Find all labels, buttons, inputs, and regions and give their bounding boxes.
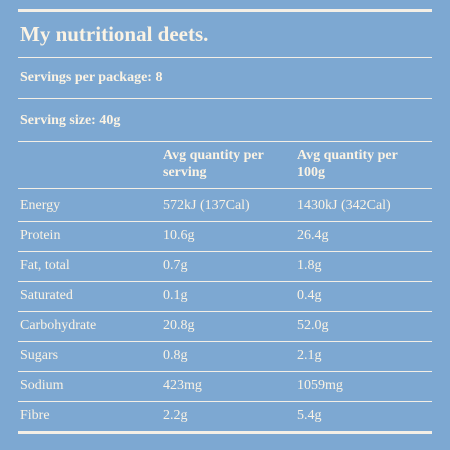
per-100g-value: 1.8g [297,258,322,273]
per-serving-value: 0.7g [163,258,188,273]
divider [18,431,432,434]
divider [18,341,432,342]
column-header: Avg quantity per 100g [297,148,398,180]
divider [18,9,432,12]
nutrient-name: Carbohydrate [20,318,97,333]
divider [18,281,432,282]
per-serving-value: 20.8g [163,318,195,333]
nutrient-name: Sodium [20,378,64,393]
per-100g-value: 26.4g [297,228,329,243]
divider [18,401,432,402]
nutrient-name: Protein [20,228,61,243]
nutrient-name: Fibre [20,408,50,423]
per-100g-value: 0.4g [297,288,322,303]
divider [18,57,432,58]
divider [18,311,432,312]
divider [18,141,432,142]
per-serving-value: 0.8g [163,348,188,363]
nutrient-name: Energy [20,198,61,213]
per-100g-value: 2.1g [297,348,322,363]
divider [18,371,432,372]
title: My nutritional deets. [20,22,209,46]
divider [18,188,432,189]
per-serving-value: 0.1g [163,288,188,303]
divider [18,221,432,222]
nutrient-name: Saturated [20,288,73,303]
per-serving-value: 2.2g [163,408,188,423]
divider [18,98,432,99]
per-serving-value: 10.6g [163,228,195,243]
per-100g-value: 52.0g [297,318,329,333]
per-serving-value: 572kJ (137Cal) [163,198,250,213]
per-100g-value: 1430kJ (342Cal) [297,198,391,213]
serving-size: Serving size: 40g [20,113,121,128]
nutrient-name: Fat, total [20,258,70,273]
divider [18,251,432,252]
column-header: Avg quantity per serving [163,148,264,180]
per-100g-value: 5.4g [297,408,322,423]
per-serving-value: 423mg [163,378,202,393]
servings-per-package: Servings per package: 8 [20,70,163,85]
nutrient-name: Sugars [20,348,59,363]
per-100g-value: 1059mg [297,378,343,393]
